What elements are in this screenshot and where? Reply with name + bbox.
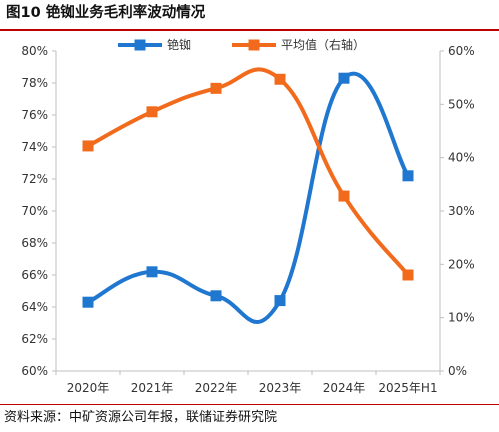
- legend-marker-0: [134, 39, 146, 51]
- series-0-point-4: [338, 72, 350, 84]
- y-left-tick-label: 62%: [21, 332, 48, 346]
- legend-marker-1: [248, 39, 260, 51]
- chart: 60% 62% 64% 66% 68% 70% 72% 74% 76% 78% 80% 0% 10% 20…: [21, 37, 474, 395]
- y-right-tick-label: 20%: [448, 257, 475, 271]
- series-markers: [82, 72, 414, 308]
- y-right-tick-label: 0%: [448, 364, 467, 378]
- y-left-tick-label: 66%: [21, 268, 48, 282]
- series-1-point-0: [82, 140, 94, 152]
- chart-title: 图10 铯铷业务毛利率波动情况: [6, 5, 206, 21]
- series-1-point-3: [274, 73, 286, 85]
- y-right-tick-label: 60%: [448, 44, 475, 58]
- x-tick-label: 2023年: [259, 381, 302, 395]
- series-1-point-2: [210, 82, 222, 94]
- series-line-1: [86, 67, 410, 277]
- axes: 60% 62% 64% 66% 68% 70% 72% 74% 76% 78% 80% 0% 10% 20…: [21, 44, 474, 395]
- y-right-tick-label: 10%: [448, 311, 475, 325]
- series-0-point-0: [82, 296, 94, 308]
- series-0-point-1: [146, 266, 158, 278]
- series-0-point-3: [274, 295, 286, 307]
- y-right-tick-label: 40%: [448, 151, 475, 165]
- y-left-tick-label: 60%: [21, 364, 48, 378]
- legend-label-1: 平均值（右轴）: [281, 37, 365, 52]
- series-line-0: [86, 71, 410, 324]
- series-0-point-5: [402, 170, 414, 182]
- y-right-tick-label: 30%: [448, 204, 475, 218]
- y-left-tick-label: 76%: [21, 108, 48, 122]
- y-left-tick-label: 74%: [21, 140, 48, 154]
- x-tick-label: 2021年: [131, 381, 174, 395]
- y-left-tick-label: 78%: [21, 76, 48, 90]
- series-0-point-2: [210, 290, 222, 302]
- chart-source: 资料来源：中矿资源公司年报，联储证券研究院: [4, 410, 278, 425]
- source-divider: [0, 404, 499, 405]
- series-1-point-5: [402, 269, 414, 281]
- series-lines: [86, 67, 410, 324]
- x-tick-label: 2022年: [195, 381, 238, 395]
- y-left-tick-label: 72%: [21, 172, 48, 186]
- y-left-tick-label: 70%: [21, 204, 48, 218]
- series-1-point-1: [146, 106, 158, 118]
- title-divider: [0, 29, 499, 31]
- legend-label-0: 铯铷: [167, 37, 191, 52]
- y-left-tick-label: 64%: [21, 300, 48, 314]
- y-left-tick-label: 68%: [21, 236, 48, 250]
- x-tick-label: 2020年: [67, 381, 110, 395]
- legend: 铯铷 平均值（右轴）: [118, 37, 365, 52]
- x-tick-label: 2025年H1: [378, 381, 437, 395]
- y-left-tick-label: 80%: [21, 44, 48, 58]
- series-1-point-4: [338, 190, 350, 202]
- x-tick-label: 2024年: [323, 381, 366, 395]
- y-right-tick-label: 50%: [448, 97, 475, 111]
